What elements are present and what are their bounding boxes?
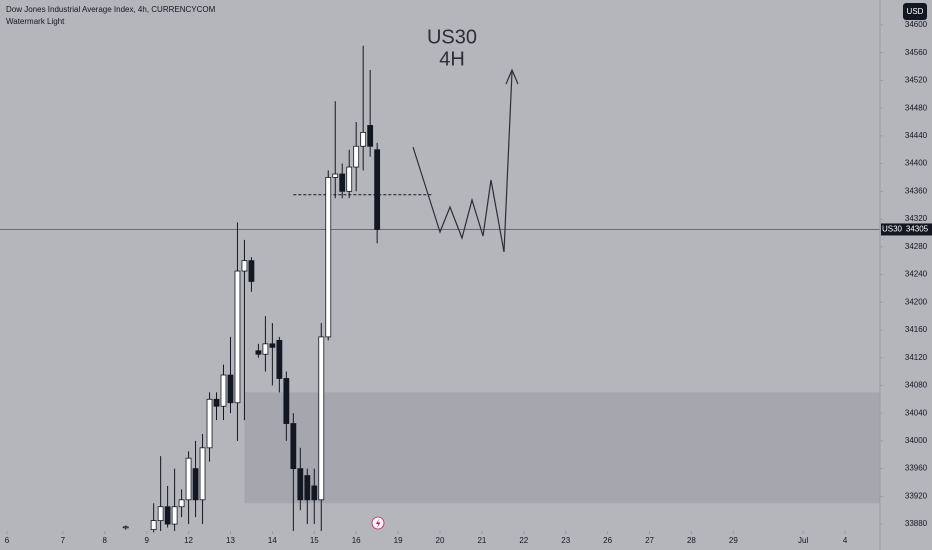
price-tag xyxy=(903,223,932,236)
y-tick-label: 34040 xyxy=(905,408,928,417)
candle-body xyxy=(332,173,339,178)
x-tick-label: 20 xyxy=(436,536,445,545)
candle-body xyxy=(311,485,318,501)
candle-body xyxy=(290,423,297,470)
x-tick-label: 27 xyxy=(645,536,654,545)
x-tick-label: 12 xyxy=(184,536,193,545)
candle-body xyxy=(325,177,332,338)
projection-arrowhead xyxy=(505,68,519,85)
candle-body xyxy=(213,398,220,407)
y-tick-label: 34440 xyxy=(905,131,928,140)
x-tick-label: 7 xyxy=(61,536,66,545)
candle-body xyxy=(150,520,157,531)
candle-body xyxy=(206,398,213,449)
candle-body xyxy=(164,506,171,525)
y-tick-label: 34280 xyxy=(905,242,928,251)
candle-body xyxy=(122,526,129,529)
y-tick-label: 34200 xyxy=(905,297,928,306)
candle-body xyxy=(227,374,234,404)
x-tick-label: 28 xyxy=(687,536,696,545)
y-tick-label: 33960 xyxy=(905,464,928,473)
candle-body xyxy=(248,260,255,282)
candle-body xyxy=(269,343,276,348)
y-tick-label: 34160 xyxy=(905,325,928,334)
candle-body xyxy=(374,149,381,230)
y-tick-label: 34480 xyxy=(905,103,928,112)
candle-body xyxy=(262,343,269,355)
candle-body xyxy=(241,260,248,272)
x-tick-label: 19 xyxy=(394,536,403,545)
annotation-text: US30 xyxy=(427,26,477,48)
candle-body xyxy=(157,506,164,522)
x-tick-label: 22 xyxy=(519,536,528,545)
candle-body xyxy=(220,374,227,407)
candle-body xyxy=(192,468,199,501)
candle-body xyxy=(297,468,304,501)
x-tick-label: 15 xyxy=(310,536,319,545)
y-tick-label: 33880 xyxy=(905,519,928,528)
chart-subtitle: Watermark Light xyxy=(6,17,65,26)
x-tick-label: 13 xyxy=(226,536,235,545)
candle-body xyxy=(276,339,283,379)
y-tick-label: 34000 xyxy=(905,436,928,445)
demand-zone xyxy=(244,392,880,504)
x-tick-label: 9 xyxy=(144,536,149,545)
symbol-tag-label: US30 xyxy=(882,225,903,234)
y-tick-label: 34560 xyxy=(905,48,928,57)
x-tick-label: 23 xyxy=(561,536,570,545)
y-tick-label: 34520 xyxy=(905,76,928,85)
candle-body xyxy=(234,270,241,404)
candle-body xyxy=(367,125,374,147)
projection-path xyxy=(412,71,513,253)
annotation-text: 4H xyxy=(439,48,465,70)
candle-body xyxy=(318,336,325,501)
candle-body xyxy=(339,173,346,192)
currency-button[interactable] xyxy=(903,3,927,20)
candle-body xyxy=(255,350,262,355)
x-tick-label: 21 xyxy=(477,536,486,545)
currency-label[interactable]: USD xyxy=(907,7,924,16)
candle-body xyxy=(171,506,178,525)
chart-title: Dow Jones Industrial Average Index, 4h, … xyxy=(6,5,216,14)
x-tick-label: 26 xyxy=(603,536,612,545)
event-icon-bolt xyxy=(376,519,381,528)
y-tick-label: 34240 xyxy=(905,270,928,279)
x-tick-label: 4 xyxy=(843,536,848,545)
candle-body xyxy=(346,166,353,192)
candle-body xyxy=(353,145,360,168)
price-tag-label: 34305 xyxy=(906,225,929,234)
y-tick-label: 34320 xyxy=(905,214,928,223)
symbol-tag xyxy=(881,223,903,236)
candle-body xyxy=(283,378,290,424)
y-tick-label: 34360 xyxy=(905,186,928,195)
x-tick-label: 6 xyxy=(5,536,10,545)
y-tick-label: 34120 xyxy=(905,353,928,362)
x-tick-label: 16 xyxy=(352,536,361,545)
x-tick-label: Jul xyxy=(798,536,808,545)
candle-body xyxy=(178,499,185,508)
candle-body xyxy=(199,447,206,501)
candle-body xyxy=(360,132,367,147)
y-tick-label: 34080 xyxy=(905,381,928,390)
plot-area xyxy=(0,45,880,533)
y-tick-label: 34600 xyxy=(905,20,928,29)
y-tick-label: 34400 xyxy=(905,159,928,168)
x-tick-label: 14 xyxy=(268,536,277,545)
x-tick-label: 8 xyxy=(103,536,108,545)
candle-body xyxy=(185,457,192,501)
y-tick-label: 33920 xyxy=(905,491,928,500)
candle-body xyxy=(304,475,311,501)
x-tick-label: 29 xyxy=(729,536,738,545)
